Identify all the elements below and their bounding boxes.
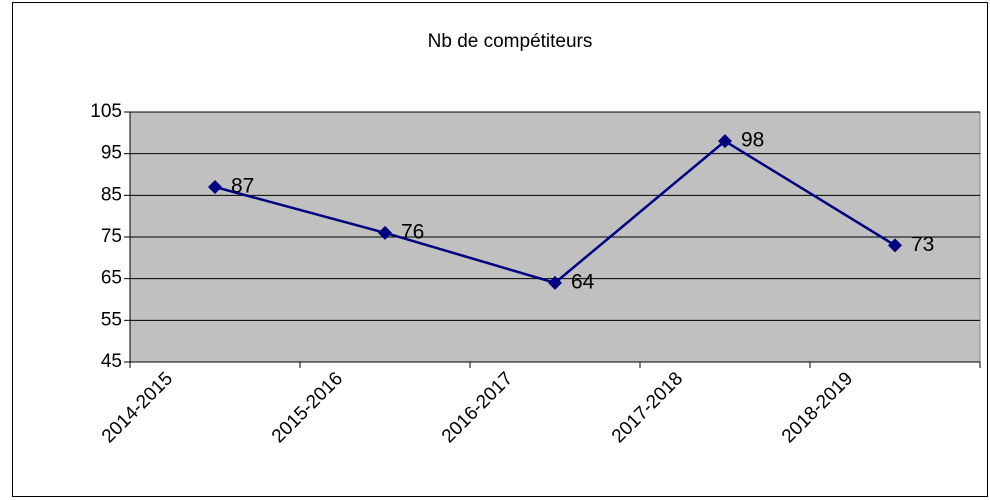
y-tick-label: 95 bbox=[101, 143, 122, 164]
data-label: 64 bbox=[571, 270, 595, 293]
data-label: 87 bbox=[231, 175, 254, 198]
data-marker bbox=[378, 225, 392, 240]
y-tick-label: 105 bbox=[90, 101, 122, 122]
data-marker bbox=[548, 275, 562, 290]
y-tick-label: 85 bbox=[101, 184, 122, 205]
data-marker bbox=[718, 134, 732, 149]
data-marker bbox=[888, 238, 902, 253]
data-label: 73 bbox=[911, 233, 934, 256]
data-label: 76 bbox=[401, 220, 424, 243]
y-tick-label: 65 bbox=[101, 268, 122, 289]
chart-title: Nb de compétiteurs bbox=[428, 31, 593, 52]
y-tick-label: 45 bbox=[101, 351, 122, 372]
y-tick-label: 55 bbox=[101, 309, 122, 330]
data-label: 98 bbox=[741, 129, 764, 152]
data-marker bbox=[208, 180, 222, 194]
y-tick-label: 75 bbox=[101, 226, 122, 247]
